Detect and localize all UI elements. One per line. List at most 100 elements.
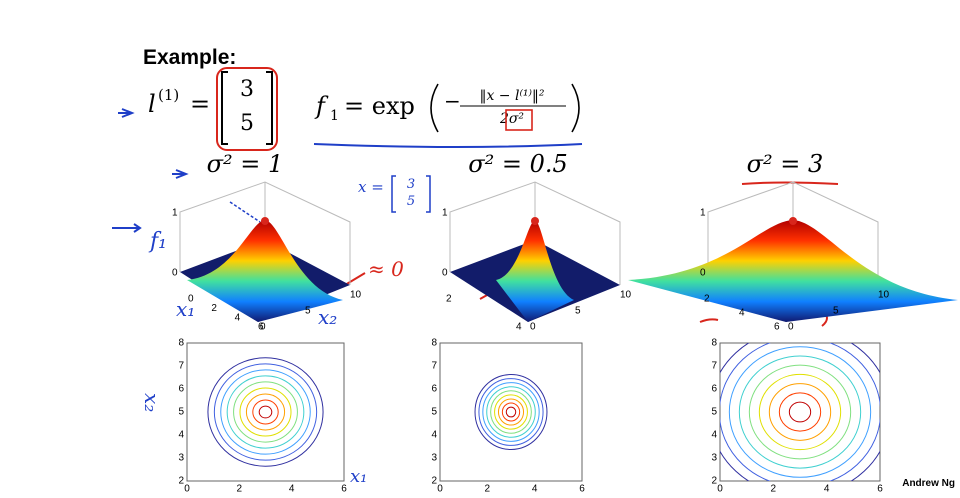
contour-y-tick: 7 bbox=[431, 361, 437, 372]
contour-x-tick: 6 bbox=[341, 484, 347, 495]
contour-x-tick: 6 bbox=[579, 484, 585, 495]
contour-y-tick: 6 bbox=[711, 384, 717, 395]
equals: = bbox=[190, 90, 210, 118]
annotation: 3 bbox=[407, 177, 415, 192]
contour-y-tick: 4 bbox=[178, 430, 184, 441]
bullet-arrow bbox=[172, 169, 189, 179]
contour-ring bbox=[490, 390, 532, 434]
contour-y-tick: 6 bbox=[431, 384, 437, 395]
contour-ring bbox=[258, 405, 273, 419]
contour-ring bbox=[728, 346, 872, 478]
contour-ring bbox=[220, 369, 311, 455]
contour-ring bbox=[494, 394, 528, 430]
annotation: x₂ bbox=[318, 305, 337, 329]
blue-underline bbox=[313, 143, 583, 148]
arrow bbox=[112, 223, 142, 233]
x-tick: 2 bbox=[704, 294, 710, 305]
formula-exp: = exp bbox=[344, 92, 415, 120]
annotation: ≈ 0 bbox=[368, 257, 404, 281]
contour-x-tick: 0 bbox=[437, 484, 443, 495]
title: Example: bbox=[143, 46, 236, 69]
x-tick: 6 bbox=[258, 322, 264, 333]
contour-ring bbox=[505, 406, 517, 418]
panel-label: σ² = 0.5 bbox=[468, 150, 568, 178]
contour-ring bbox=[233, 381, 298, 443]
contour-x-tick: 2 bbox=[237, 484, 243, 495]
contour-ring bbox=[778, 392, 822, 432]
x-tick: 4 bbox=[235, 312, 241, 323]
x-tick: 4 bbox=[516, 322, 522, 333]
y-tick: 0 bbox=[260, 322, 266, 333]
peak-dot bbox=[261, 217, 269, 225]
contour-ring bbox=[748, 364, 852, 460]
z-tick: 1 bbox=[172, 208, 178, 219]
contour-ring bbox=[758, 373, 842, 451]
z-tick: 0 bbox=[172, 268, 178, 279]
vector-entry: 5 bbox=[240, 111, 254, 136]
y-tick: 5 bbox=[833, 306, 839, 317]
contour-y-tick: 3 bbox=[178, 453, 184, 464]
contour-y-tick: 6 bbox=[178, 384, 184, 395]
contour-x-tick: 4 bbox=[532, 484, 538, 495]
bullet-arrow bbox=[118, 108, 135, 118]
contour-y-tick: 4 bbox=[711, 430, 717, 441]
contour-ring bbox=[252, 399, 279, 425]
annotation: x₂ bbox=[140, 393, 164, 412]
contour-x-tick: 2 bbox=[485, 484, 491, 495]
annotation: x₁ bbox=[350, 466, 367, 487]
blue-dash bbox=[229, 201, 261, 223]
contour-ring bbox=[768, 383, 832, 441]
contour-y-tick: 4 bbox=[431, 430, 437, 441]
contour-y-tick: 5 bbox=[431, 407, 437, 418]
contour-ring bbox=[788, 401, 812, 423]
contour-y-tick: 8 bbox=[711, 338, 717, 349]
y-tick: 10 bbox=[620, 290, 632, 301]
contour-x-tick: 6 bbox=[877, 484, 883, 495]
contour-ring bbox=[239, 387, 292, 437]
contour-y-tick: 3 bbox=[431, 453, 437, 464]
y-tick: 5 bbox=[305, 306, 311, 317]
landmark-superscript: (1) bbox=[158, 86, 179, 104]
annotation: f₁ bbox=[148, 229, 167, 254]
panel-label: σ² = 3 bbox=[747, 150, 824, 178]
red-underline bbox=[741, 181, 839, 185]
x-tick: 4 bbox=[739, 308, 745, 319]
contour-x-tick: 4 bbox=[289, 484, 295, 495]
contour-y-tick: 8 bbox=[431, 338, 437, 349]
red-box bbox=[216, 67, 278, 151]
peak-dot bbox=[531, 217, 539, 225]
contour-x-tick: 4 bbox=[824, 484, 830, 495]
contour-y-tick: 5 bbox=[711, 407, 717, 418]
x-tick: 0 bbox=[188, 294, 194, 305]
minus: − bbox=[444, 89, 461, 113]
contour-y-tick: 7 bbox=[178, 361, 184, 372]
contour-ring bbox=[482, 382, 540, 442]
contour-x-tick: 0 bbox=[717, 484, 723, 495]
contour-ring bbox=[738, 355, 862, 469]
x-tick: 2 bbox=[446, 294, 452, 305]
x-tick: 2 bbox=[211, 303, 217, 314]
contour-frame bbox=[719, 342, 881, 482]
contour-x-tick: 2 bbox=[771, 484, 777, 495]
contour-ring bbox=[207, 357, 324, 467]
contour-frame bbox=[186, 342, 345, 482]
y-tick: 0 bbox=[788, 322, 794, 333]
formula-sub: 1 bbox=[330, 108, 339, 124]
panel-label: σ² = 1 bbox=[207, 150, 284, 178]
contour-ring bbox=[226, 375, 305, 449]
surface bbox=[496, 220, 574, 322]
z-tick: 1 bbox=[442, 208, 448, 219]
contour-frame bbox=[439, 342, 583, 482]
contour-y-tick: 3 bbox=[711, 453, 717, 464]
contour-y-tick: 2 bbox=[431, 476, 437, 487]
contour-x-tick: 0 bbox=[184, 484, 190, 495]
landmark-symbol: l bbox=[148, 90, 156, 118]
z-tick: 1 bbox=[700, 208, 706, 219]
contour-y-tick: 8 bbox=[178, 338, 184, 349]
annotation: 5 bbox=[407, 194, 415, 209]
contour-ring bbox=[245, 393, 286, 431]
contour-y-tick: 5 bbox=[178, 407, 184, 418]
z-tick: 0 bbox=[442, 268, 448, 279]
